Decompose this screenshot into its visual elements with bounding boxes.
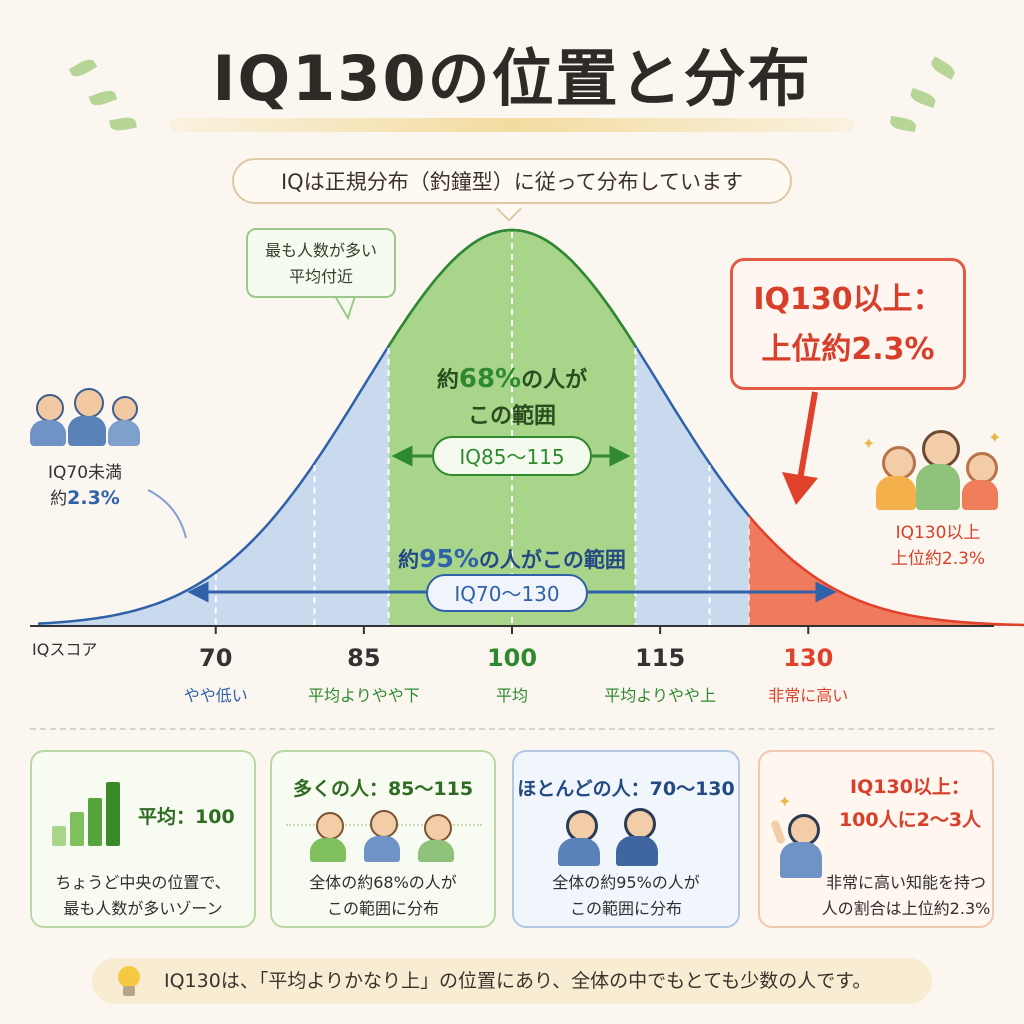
card-68-percent: 多くの人：85～115 全体の約68%の人が この範囲に分布 <box>270 750 496 928</box>
callout-peak-line1: 最も人数が多い <box>264 241 377 260</box>
tick-label: 70 <box>199 644 233 672</box>
callout-top-tail <box>333 295 357 321</box>
area-68-percent <box>388 230 636 626</box>
card-95-percent: ほとんどの人：70～130 全体の約95%の人が この範囲に分布 <box>512 750 740 928</box>
title-underline <box>170 118 854 132</box>
tick-description: 非常に高い <box>768 686 849 705</box>
separator <box>30 728 994 730</box>
callout-peak-line2: 平均付近 <box>288 267 353 286</box>
label-95: 約95%の人がこの範囲 <box>398 544 626 573</box>
tick-label: 85 <box>347 644 381 672</box>
card-95-desc: 全体の約95%の人が この範囲に分布 <box>552 873 700 918</box>
callout-iq130: IQ130以上： 上位約2.3% <box>730 258 966 390</box>
tick-label: 100 <box>486 644 538 672</box>
bell-curve-chart <box>30 228 1024 634</box>
card-average-desc: ちょうど中央の位置で、 最も人数が多いゾーン <box>55 873 231 918</box>
footer-note: IQ130は、「平均よりかなり上」の位置にあり、全体の中でもとても少数の人です。 <box>92 958 932 1004</box>
sparkle-icon: ✦ <box>988 428 1002 447</box>
card-68-desc: 全体の約68%の人が この範囲に分布 <box>309 873 457 918</box>
page-title: IQ130の位置と分布 <box>212 42 812 115</box>
range-95-badge: IQ70～130 <box>426 574 588 612</box>
label-68-line2: この範囲 <box>467 404 556 429</box>
card-average-title: 平均：100 <box>138 806 235 828</box>
tick-description: 平均よりやや上 <box>604 686 716 705</box>
right-tail-label-line2: 上位約2.3% <box>890 549 986 569</box>
card-95-title: ほとんどの人：70～130 <box>517 778 735 800</box>
callout-iq130-line2: 上位約2.3% <box>761 332 935 367</box>
tick-description: 平均よりやや下 <box>308 686 420 705</box>
left-tail-label-line1: IQ70未満 <box>47 463 123 483</box>
sparkle-icon: ✦ <box>778 792 792 811</box>
range-68-badge: IQ85～115 <box>432 436 592 476</box>
card-68-title: 多くの人：85～115 <box>292 778 474 800</box>
card-iq130-title: IQ130以上： 100人に2～3人 <box>838 776 982 831</box>
right-tail-label-line1: IQ130以上 <box>895 523 981 543</box>
callout-arrow-head <box>782 472 818 505</box>
left-label-pointer <box>147 489 187 539</box>
callout-iq130-line1: IQ130以上： <box>753 282 943 317</box>
bar-chart-icon <box>52 782 138 846</box>
tick-description: やや低い <box>183 686 248 705</box>
curve-line-green <box>387 228 637 347</box>
curve-line-red <box>748 515 1024 627</box>
subtitle-bubble: IQは正規分布（釣鐘型）に従って分布しています <box>232 158 792 204</box>
right-people-icon <box>872 428 1002 512</box>
x-axis-label: IQスコア <box>32 640 98 659</box>
card-iq130-desc: 非常に高い知能を持つ 人の割合は上位約2.3% <box>821 873 991 918</box>
label-68-line1: 約68%の人が <box>436 364 588 394</box>
lightbulb-icon <box>110 962 148 1000</box>
two-people-icon <box>558 806 698 866</box>
pointing-person-icon <box>770 810 830 880</box>
tick-description: 平均 <box>495 686 528 705</box>
tick-label: 115 <box>635 644 686 672</box>
callout-peak: 最も人数が多い 平均付近 <box>246 228 396 298</box>
tick-label: 130 <box>783 644 834 672</box>
left-tail-label-line2: 約2.3% <box>50 487 120 509</box>
callout-arrow-shaft <box>797 391 818 481</box>
card-iq130: IQ130以上： 100人に2～3人 ✦ 非常に高い知能を持つ 人の割合は上位約2.… <box>758 750 994 928</box>
three-people-icon <box>306 810 466 862</box>
sparkle-icon: ✦ <box>862 434 876 453</box>
card-average: 平均：100 ちょうど中央の位置で、 最も人数が多いゾーン <box>30 750 256 928</box>
left-people-icon <box>30 388 140 448</box>
